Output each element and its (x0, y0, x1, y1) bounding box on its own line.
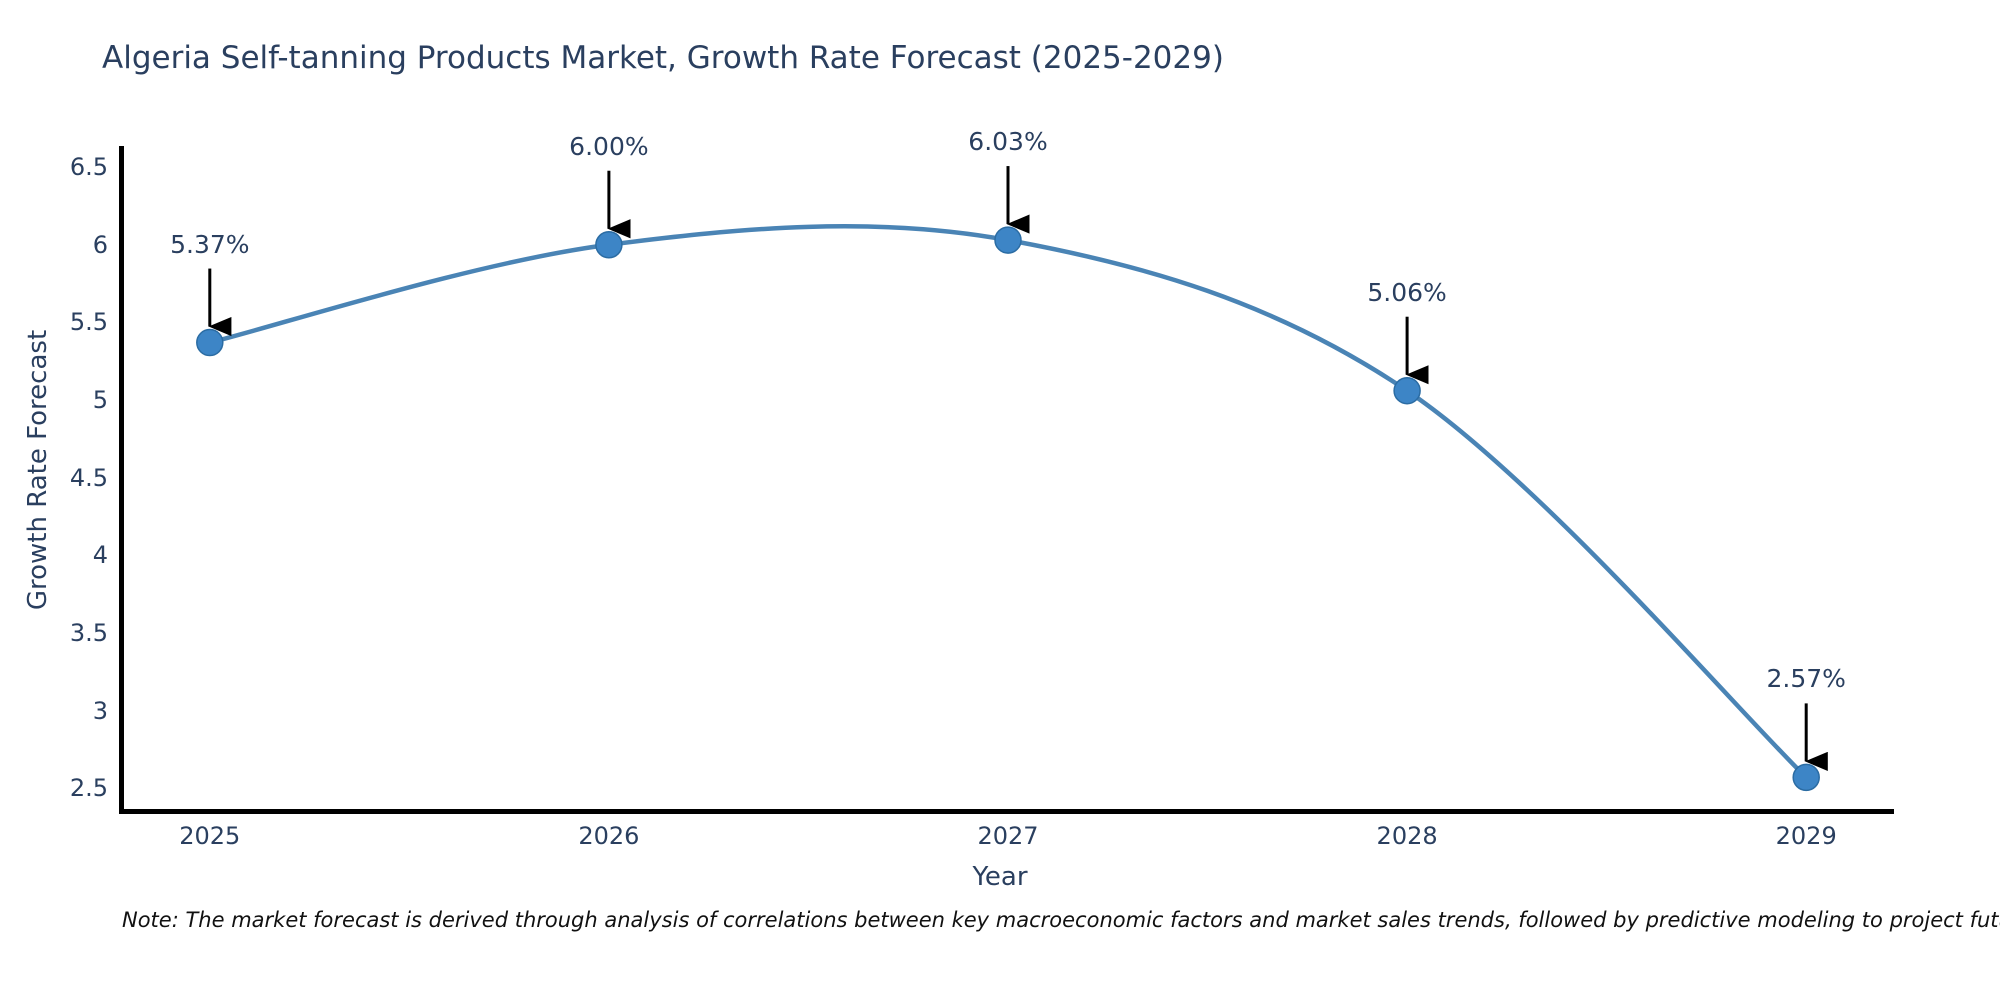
x-tick-label: 2027 (977, 822, 1039, 850)
x-tick-label: 2026 (578, 822, 640, 850)
x-axis-title: Year (972, 862, 1028, 892)
y-tick-label: 2.5 (69, 774, 108, 803)
data-point-marker[interactable] (994, 226, 1022, 254)
data-point-marker[interactable] (1393, 376, 1421, 405)
x-tick-label: 2029 (1775, 822, 1837, 850)
chart-title: Algeria Self-tanning Products Market, Gr… (102, 40, 1224, 76)
y-tick-label: 6.5 (69, 153, 108, 182)
y-tick-label: 5 (92, 386, 108, 415)
y-tick-label: 6 (92, 230, 108, 259)
y-tick-label: 4 (92, 541, 108, 570)
data-point-marker[interactable] (595, 230, 623, 259)
annotation-arrows (208, 166, 1828, 771)
data-point-label: 2.57% (1766, 664, 1846, 694)
series-line-growth-rate-forecast (207, 224, 1809, 780)
y-tick-label: 4.5 (69, 463, 108, 492)
chart-footnote: Note: The market forecast is derived thr… (122, 908, 2000, 932)
x-axis-line (119, 809, 1894, 814)
y-axis-line (119, 146, 124, 814)
y-axis-tick-labels: 6.5 6 5.5 5 4.5 4 3.5 3 2.5 (0, 0, 108, 1000)
data-point-label: 6.03% (968, 127, 1048, 157)
data-series-line (207, 224, 1809, 780)
y-tick-label: 5.5 (69, 308, 108, 337)
data-point-markers (196, 226, 1820, 792)
data-point-label: 6.00% (569, 131, 649, 161)
y-tick-label: 3.5 (69, 618, 108, 647)
data-point-marker[interactable] (1792, 763, 1820, 792)
y-tick-label: 3 (92, 696, 108, 725)
data-point-marker[interactable] (196, 328, 224, 357)
data-point-label: 5.06% (1367, 277, 1447, 307)
data-point-label: 5.37% (170, 229, 250, 259)
x-tick-label: 2025 (179, 822, 241, 850)
x-tick-label: 2028 (1376, 822, 1438, 850)
